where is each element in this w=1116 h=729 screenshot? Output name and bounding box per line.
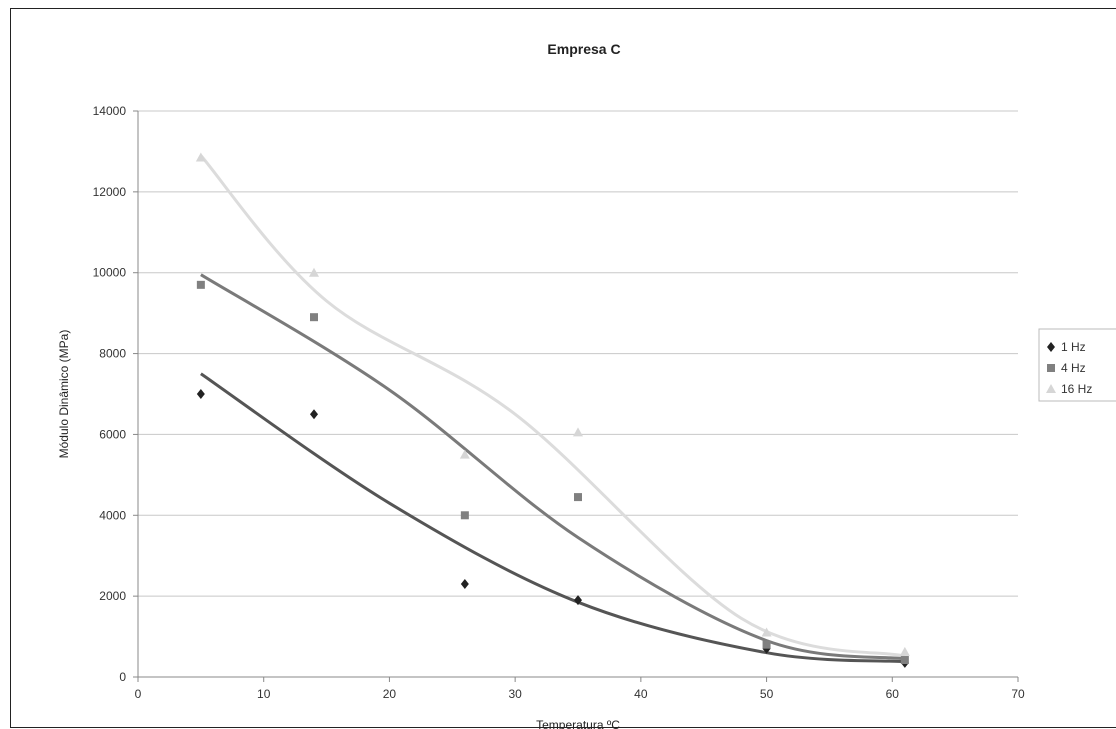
data-point-1hz <box>196 389 205 399</box>
trendline-4hz <box>200 273 906 661</box>
data-point-1hz <box>460 579 469 590</box>
legend-marker-1hz <box>1047 342 1055 352</box>
legend-label-4hz: 4 Hz <box>1061 361 1086 375</box>
x-axis-label: Temperatura ºC <box>536 718 620 729</box>
trendline-16hz <box>199 154 906 658</box>
y-tick-label: 6000 <box>99 427 126 441</box>
chart-frame: Empresa C 0 2000 4000 6000 8000 10000 12000 140… <box>10 8 1116 729</box>
legend-marker-16hz <box>1046 384 1056 393</box>
data-points <box>195 152 910 668</box>
x-tick-label: 60 <box>886 687 900 701</box>
legend-marker-4hz <box>1047 364 1055 372</box>
data-point-1hz <box>310 409 318 420</box>
y-tick-label: 2000 <box>99 589 126 603</box>
data-point-16hz <box>195 152 206 162</box>
y-tick-label: 12000 <box>93 185 127 199</box>
x-tick-label: 20 <box>383 687 397 701</box>
trendline-1hz <box>200 372 905 664</box>
legend-label-16hz: 16 Hz <box>1061 382 1092 396</box>
y-tick-label: 14000 <box>93 104 127 118</box>
y-tick-label: 10000 <box>93 266 127 280</box>
data-point-16hz <box>309 267 319 277</box>
data-point-16hz <box>573 427 583 437</box>
data-point-4hz <box>310 313 318 322</box>
x-tick-label: 10 <box>257 687 271 701</box>
data-point-4hz <box>900 656 909 665</box>
data-point-16hz <box>459 449 470 459</box>
data-point-16hz <box>899 646 910 656</box>
legend-label-1hz: 1 Hz <box>1061 340 1086 354</box>
y-axis-label: Módulo Dinâmico (MPa) <box>57 330 71 459</box>
data-point-4hz <box>762 640 771 649</box>
y-tick-label: 4000 <box>99 508 126 522</box>
chart-title: Empresa C <box>547 41 620 57</box>
data-point-1hz <box>574 595 582 606</box>
x-tick-label: 0 <box>135 687 142 701</box>
gridlines <box>133 110 1019 682</box>
x-tick-label: 50 <box>760 687 774 701</box>
tick-labels: 0 2000 4000 6000 8000 10000 12000 14000 0 10 20 30 4… <box>93 104 1025 701</box>
data-point-4hz <box>196 280 205 289</box>
chart-svg: Empresa C 0 2000 4000 6000 8000 10000 12000 140… <box>57 41 1116 729</box>
x-tick-label: 40 <box>634 687 648 701</box>
trendlines <box>199 154 906 664</box>
legend: 1 Hz 4 Hz 16 Hz <box>1038 328 1116 402</box>
data-point-4hz <box>460 511 469 520</box>
x-tick-label: 70 <box>1011 687 1025 701</box>
y-tick-label: 0 <box>119 670 126 684</box>
data-point-16hz <box>761 627 772 637</box>
y-tick-label: 8000 <box>99 347 126 361</box>
x-tick-label: 30 <box>508 687 522 701</box>
data-point-4hz <box>574 493 582 502</box>
